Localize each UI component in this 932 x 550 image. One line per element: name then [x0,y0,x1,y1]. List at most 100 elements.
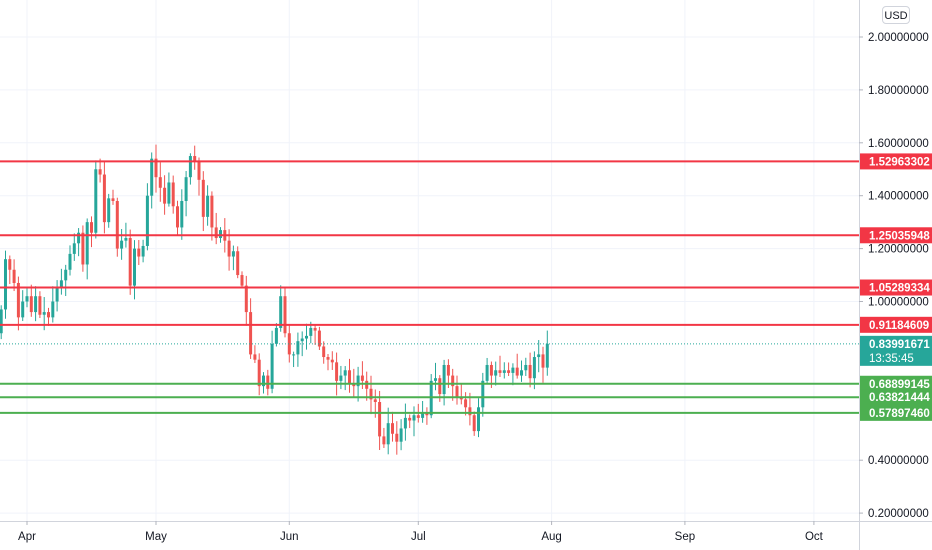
grid-lines [0,0,859,521]
resistance-badge-label: 0.91184609 [869,320,929,332]
resistance-badge [860,279,932,296]
support-badge [860,389,932,406]
price-tick-label: 1.20000000 [868,244,929,256]
candle-up [399,428,403,442]
candle-down [98,169,102,175]
candle-down [102,174,106,223]
time-tick-label: Oct [805,531,824,543]
currency-button[interactable]: USD [882,6,910,24]
time-axis[interactable]: Apr May Jun Jul Aug Sep Oct [18,521,824,543]
candle-up [262,375,265,387]
candle-down [468,407,472,416]
candle-down [438,378,442,395]
support-badge-label: 0.57897460 [869,408,930,420]
candle-down [489,364,493,376]
candle-up [412,415,416,421]
candle-down [38,296,42,315]
candle-down [29,296,33,313]
time-tick-label: May [145,531,167,543]
candle-down [115,200,119,249]
candle-up [386,423,390,445]
candle-up [442,364,446,395]
candle-down [176,206,179,228]
price-tick-label: 1.60000000 [868,138,929,150]
candle-up [231,251,235,257]
resistance-badge [860,316,932,333]
candle-down [425,412,429,416]
last-price-badge [860,335,932,366]
candle-down [515,367,519,376]
candle-down [317,330,321,347]
candle-down [257,359,261,387]
candle-down [416,415,420,418]
candle-up [124,238,128,241]
candle-down [313,327,317,331]
candle-down [16,282,20,318]
candle-down [378,402,382,437]
candle-up [51,301,55,318]
candle-up [141,245,145,257]
countdown-label: 13:35:45 [869,353,914,365]
candle-up [4,259,7,310]
price-tick-label: 1.00000000 [868,297,929,309]
candle-up [524,364,528,371]
candle-up [403,417,407,429]
candle-down [249,312,253,355]
candle-up [107,198,111,223]
candle-up [300,338,304,342]
candle-down [253,354,257,360]
price-tick-label: 1.40000000 [868,191,929,203]
candle-up [434,378,437,381]
candle-up [279,296,283,328]
candle-up [343,370,347,376]
time-tick-label: Aug [541,531,561,543]
candle-down [326,357,330,360]
candle-up [494,370,498,376]
level-badges: 1.52963302 1.25035948 1.05289334 0.91184609… [860,153,932,421]
candle-up [309,327,313,336]
candle-down [360,375,364,381]
candle-up [485,364,489,381]
candle-down [391,423,394,434]
candle-up [502,370,506,373]
candle-down [227,240,231,257]
candle-down [382,436,386,445]
price-tick-label: 2.00000000 [868,32,929,44]
candle-down [451,375,455,387]
candle-up [296,341,300,355]
candle-down [528,364,532,379]
candle-up [545,343,549,368]
candle-down [81,232,85,265]
candle-up [167,182,171,204]
candle-up [511,367,515,373]
price-tick-label: 0.40000000 [868,455,929,467]
candle-down [352,383,356,387]
candle-down [12,269,16,283]
resistance-badge-label: 1.52963302 [869,156,930,168]
time-tick-label: Apr [18,531,36,543]
candle-up [292,354,296,356]
candle-up [42,312,46,315]
candle-down [171,182,175,207]
candle-up [305,335,308,339]
candle-down [158,177,162,188]
candle-down [197,161,201,180]
resistance-badge [860,153,932,170]
candle-down [446,364,450,376]
support-badge [860,404,932,421]
candle-up [274,327,278,344]
candle-down [283,296,287,334]
candle-up [21,301,25,318]
candle-up [477,407,480,432]
price-axis-background[interactable] [859,0,932,522]
candle-up [219,230,222,239]
candle-up [55,288,59,302]
level-lines [0,160,859,414]
candle-up [145,195,149,246]
candle-up [64,269,68,281]
candle-down [210,195,214,228]
candle-down [90,222,93,233]
candle-up [150,158,154,196]
candle-down [369,388,373,400]
